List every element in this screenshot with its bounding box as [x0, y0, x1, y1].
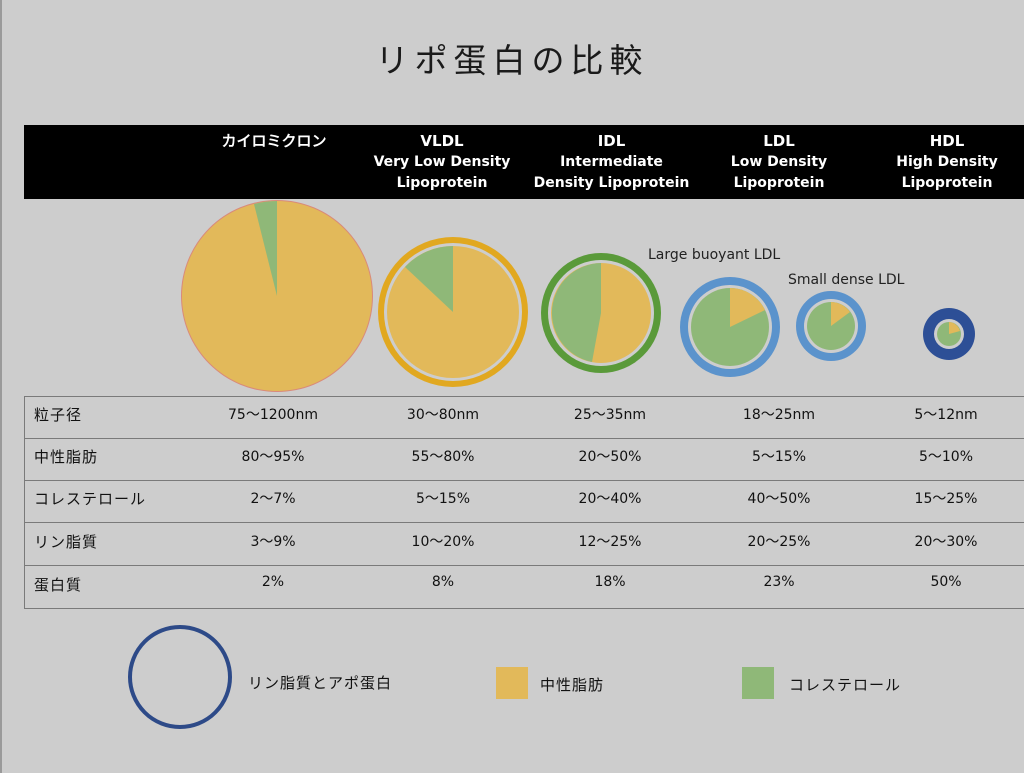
- column-sub1: Intermediate: [560, 154, 663, 170]
- lipoprotein-diagrams: Large buoyant LDL Small dense LDL: [0, 199, 1024, 399]
- legend-cholesterol-swatch: [742, 667, 774, 699]
- row-label-triglyceride: 中性脂肪: [34, 448, 99, 466]
- column-header-chylomicron: カイロミクロン: [199, 131, 349, 152]
- chylomicron-particle: [181, 200, 373, 392]
- row-divider: [24, 608, 1024, 609]
- column-header-hdl: HDL High Density Lipoprotein: [872, 131, 1022, 194]
- column-name: IDL: [597, 132, 626, 150]
- cell-ldl-particle-size: 18〜25nm: [742, 407, 816, 423]
- column-name: LDL: [763, 132, 795, 150]
- left-frame-edge: [0, 0, 2, 773]
- column-sub1: Very Low Density: [373, 154, 511, 170]
- cell-vldl-particle-size: 30〜80nm: [406, 407, 480, 423]
- hdl-particle: [923, 308, 975, 360]
- idl-cholesterol-slice: [551, 263, 601, 362]
- cell-idl-triglyceride: 20〜50%: [578, 449, 642, 465]
- cell-chylomicron-cholesterol: 2〜7%: [250, 491, 296, 507]
- cell-ldl-triglyceride: 5〜15%: [751, 449, 807, 465]
- cell-ldl-phospholipid: 20〜25%: [747, 534, 811, 550]
- column-name: カイロミクロン: [221, 132, 327, 150]
- table-header: カイロミクロン VLDL Very Low Density Lipoprotei…: [24, 125, 1024, 199]
- cell-chylomicron-triglyceride: 80〜95%: [241, 449, 305, 465]
- cell-ldl-cholesterol: 40〜50%: [747, 491, 811, 507]
- row-divider: [24, 565, 1024, 566]
- cell-vldl-cholesterol: 5〜15%: [415, 491, 471, 507]
- cell-vldl-protein: 8%: [431, 574, 455, 590]
- column-sub2: Lipoprotein: [901, 175, 993, 191]
- vldl-particle: [378, 237, 528, 387]
- small-ldl-triglyceride-slice: [831, 302, 850, 326]
- cell-hdl-phospholipid: 20〜30%: [914, 534, 978, 550]
- cell-chylomicron-protein: 2%: [261, 574, 285, 590]
- cell-chylomicron-particle-size: 75〜1200nm: [228, 407, 318, 423]
- small-ldl-particle: [796, 291, 866, 361]
- legend-triglyceride-swatch: [496, 667, 528, 699]
- legend-ring-icon: [128, 625, 232, 729]
- row-divider: [24, 522, 1024, 523]
- hdl-triglyceride-slice: [949, 322, 960, 334]
- vldl-cholesterol-slice: [405, 246, 453, 312]
- column-header-ldl: LDL Low Density Lipoprotein: [704, 131, 854, 194]
- legend-ring-label: リン脂質とアポ蛋白: [248, 674, 393, 692]
- large-ldl-triglyceride-slice: [730, 288, 765, 327]
- column-header-vldl: VLDL Very Low Density Lipoprotein: [367, 131, 517, 194]
- cell-idl-phospholipid: 12〜25%: [578, 534, 642, 550]
- lipoprotein-svg: [181, 200, 975, 392]
- row-divider: [24, 396, 1024, 397]
- column-name: HDL: [929, 132, 965, 150]
- cell-vldl-phospholipid: 10〜20%: [411, 534, 475, 550]
- large-ldl-particle: [680, 277, 780, 377]
- column-sub1: Low Density: [730, 154, 828, 170]
- large-ldl-annotation: Large buoyant LDL: [648, 247, 781, 263]
- column-header-idl: IDL Intermediate Density Lipoprotein: [524, 131, 699, 194]
- page-title: リポ蛋白の比較: [375, 41, 649, 80]
- legend-cholesterol-label: コレステロール: [789, 676, 902, 694]
- column-name: VLDL: [420, 132, 464, 150]
- cell-hdl-triglyceride: 5〜10%: [918, 449, 974, 465]
- column-sub2: Lipoprotein: [396, 175, 488, 191]
- small-ldl-annotation: Small dense LDL: [788, 272, 905, 288]
- cell-idl-particle-size: 25〜35nm: [573, 407, 647, 423]
- row-label-phospholipid: リン脂質: [34, 533, 99, 551]
- cell-chylomicron-phospholipid: 3〜9%: [250, 534, 296, 550]
- column-sub2: Density Lipoprotein: [533, 175, 690, 191]
- table-left-border: [24, 396, 25, 608]
- row-label-protein: 蛋白質: [34, 576, 83, 594]
- legend-triglyceride-label: 中性脂肪: [540, 676, 605, 694]
- chylomicron-cholesterol-slice: [254, 201, 277, 296]
- cell-ldl-protein: 23%: [763, 574, 795, 590]
- row-divider: [24, 438, 1024, 439]
- column-sub1: High Density: [896, 154, 998, 170]
- row-label-particle-size: 粒子径: [34, 406, 83, 424]
- row-label-cholesterol: コレステロール: [34, 490, 147, 508]
- column-sub2: Lipoprotein: [733, 175, 825, 191]
- cell-hdl-protein: 50%: [930, 574, 962, 590]
- idl-particle: [541, 253, 661, 373]
- cell-idl-cholesterol: 20〜40%: [578, 491, 642, 507]
- cell-hdl-particle-size: 5〜12nm: [914, 407, 978, 423]
- cell-idl-protein: 18%: [594, 574, 626, 590]
- row-divider: [24, 480, 1024, 481]
- cell-hdl-cholesterol: 15〜25%: [914, 491, 978, 507]
- cell-vldl-triglyceride: 55〜80%: [411, 449, 475, 465]
